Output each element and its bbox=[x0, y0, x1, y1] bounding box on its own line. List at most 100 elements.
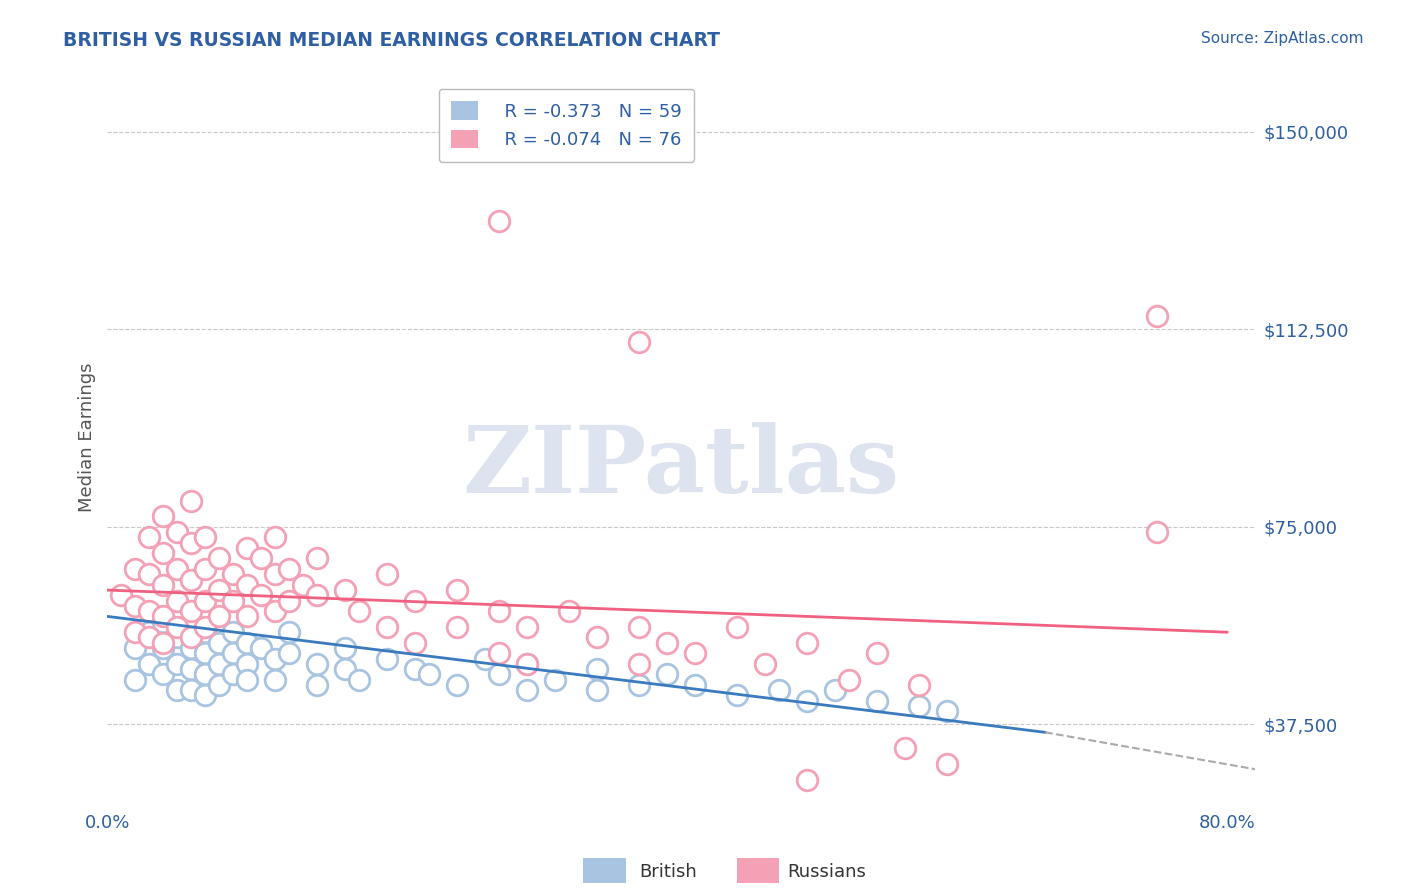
Text: ZIPatlas: ZIPatlas bbox=[463, 422, 900, 512]
Point bbox=[180, 615, 202, 629]
Point bbox=[180, 683, 202, 698]
Point bbox=[222, 593, 245, 607]
Point bbox=[180, 493, 202, 508]
Point bbox=[166, 525, 188, 540]
Text: Russians: Russians bbox=[787, 863, 866, 881]
Point bbox=[768, 683, 790, 698]
Point bbox=[278, 593, 301, 607]
Point bbox=[278, 562, 301, 576]
Point bbox=[628, 620, 651, 634]
Point bbox=[236, 673, 259, 687]
Point bbox=[264, 604, 287, 618]
Point bbox=[418, 667, 440, 681]
Point bbox=[446, 678, 468, 692]
Point bbox=[152, 509, 174, 524]
Point bbox=[124, 562, 146, 576]
Point bbox=[375, 620, 398, 634]
Point bbox=[166, 657, 188, 671]
Point bbox=[725, 689, 748, 703]
Point bbox=[628, 678, 651, 692]
Point bbox=[180, 535, 202, 549]
Point bbox=[166, 683, 188, 698]
Point bbox=[516, 683, 538, 698]
Point bbox=[936, 704, 959, 718]
Point bbox=[152, 546, 174, 560]
Point bbox=[152, 636, 174, 650]
Point bbox=[908, 698, 931, 713]
Point bbox=[152, 615, 174, 629]
Point bbox=[558, 604, 581, 618]
Point bbox=[628, 335, 651, 350]
Point bbox=[894, 741, 917, 756]
Text: Source: ZipAtlas.com: Source: ZipAtlas.com bbox=[1201, 31, 1364, 46]
Point bbox=[908, 678, 931, 692]
Point bbox=[138, 530, 160, 544]
Point bbox=[628, 657, 651, 671]
Point bbox=[404, 636, 426, 650]
Point bbox=[866, 694, 889, 708]
Point bbox=[544, 673, 567, 687]
Point bbox=[250, 588, 273, 602]
Point bbox=[124, 640, 146, 655]
Point bbox=[335, 640, 357, 655]
Point bbox=[446, 583, 468, 598]
Point bbox=[264, 567, 287, 582]
Point bbox=[796, 636, 818, 650]
Point bbox=[307, 551, 329, 566]
Point bbox=[1146, 525, 1168, 540]
Point bbox=[307, 588, 329, 602]
Point bbox=[236, 636, 259, 650]
Point bbox=[516, 657, 538, 671]
Point bbox=[488, 667, 510, 681]
Point bbox=[138, 657, 160, 671]
Point bbox=[166, 620, 188, 634]
Point bbox=[166, 562, 188, 576]
Point bbox=[307, 678, 329, 692]
Point bbox=[349, 673, 371, 687]
Point bbox=[152, 609, 174, 624]
Point bbox=[488, 214, 510, 228]
Point bbox=[236, 541, 259, 555]
Point bbox=[208, 551, 231, 566]
Point bbox=[335, 662, 357, 676]
Point bbox=[138, 604, 160, 618]
Point bbox=[488, 604, 510, 618]
Point bbox=[586, 631, 609, 645]
Point bbox=[250, 551, 273, 566]
Point bbox=[375, 567, 398, 582]
Point bbox=[335, 583, 357, 598]
Point bbox=[236, 657, 259, 671]
Point bbox=[936, 756, 959, 771]
Point bbox=[264, 651, 287, 665]
Point bbox=[375, 651, 398, 665]
Point bbox=[657, 636, 679, 650]
Point bbox=[166, 631, 188, 645]
Point bbox=[152, 640, 174, 655]
Point bbox=[222, 667, 245, 681]
Point bbox=[572, 98, 595, 112]
Point bbox=[516, 620, 538, 634]
Point bbox=[754, 657, 776, 671]
Point bbox=[180, 604, 202, 618]
Point bbox=[222, 567, 245, 582]
Point bbox=[474, 651, 496, 665]
Point bbox=[866, 646, 889, 660]
Point bbox=[349, 604, 371, 618]
Point bbox=[683, 678, 706, 692]
Point bbox=[138, 625, 160, 640]
Point bbox=[222, 625, 245, 640]
Point bbox=[516, 657, 538, 671]
Point bbox=[124, 673, 146, 687]
Point bbox=[236, 609, 259, 624]
Point bbox=[152, 578, 174, 592]
Point bbox=[208, 636, 231, 650]
Point bbox=[292, 578, 315, 592]
Point bbox=[208, 657, 231, 671]
Point bbox=[278, 646, 301, 660]
Point bbox=[796, 694, 818, 708]
Point bbox=[138, 567, 160, 582]
Point bbox=[236, 578, 259, 592]
Point bbox=[838, 673, 860, 687]
Point bbox=[222, 646, 245, 660]
Y-axis label: Median Earnings: Median Earnings bbox=[79, 362, 96, 512]
